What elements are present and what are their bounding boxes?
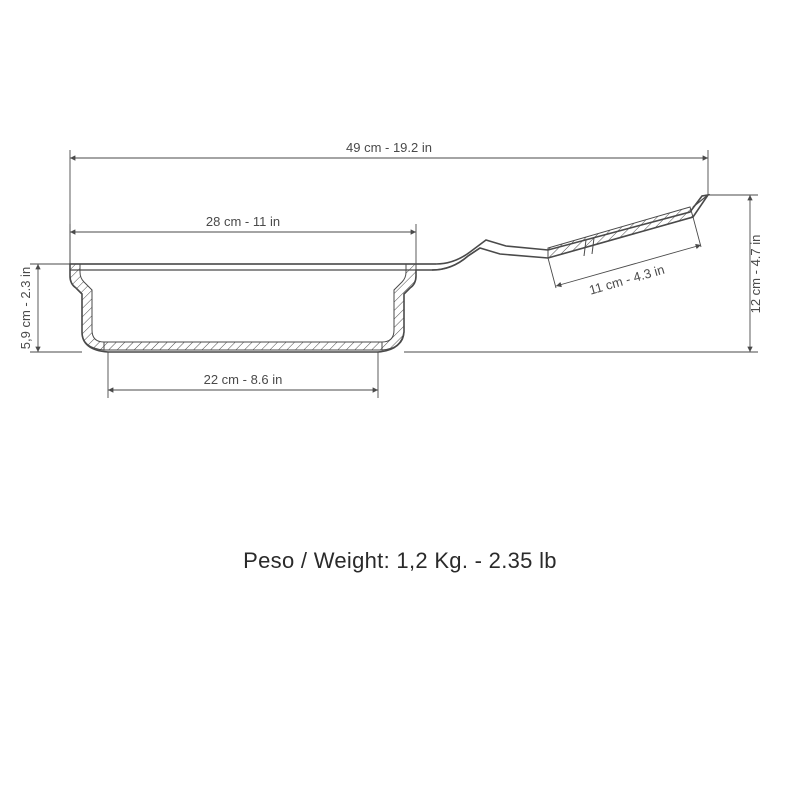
pan-wall-right-hatch <box>382 264 416 350</box>
handle-neck <box>432 248 480 270</box>
dim-handle-rise: 12 cm - 4.7 in <box>748 235 763 314</box>
handle-grip-hatch <box>548 207 693 258</box>
pan-wall-left-hatch <box>70 264 104 350</box>
dim-total-length: 49 cm - 19.2 in <box>346 140 432 155</box>
pan-base-hatch <box>104 342 382 350</box>
pan-outline <box>70 195 708 352</box>
weight-text: Peso / Weight: 1,2 Kg. - 2.35 lb <box>0 548 800 574</box>
dim-bottom-diameter: 22 cm - 8.6 in <box>204 372 283 387</box>
dim-pan-height: 5,9 cm - 2.3 in <box>18 267 33 349</box>
dim-handle-length: 11 cm - 4.3 in <box>587 262 666 298</box>
pan-technical-drawing: 49 cm - 19.2 in 28 cm - 11 in 22 cm - 8.… <box>0 0 800 799</box>
dim-top-diameter: 28 cm - 11 in <box>206 214 280 229</box>
